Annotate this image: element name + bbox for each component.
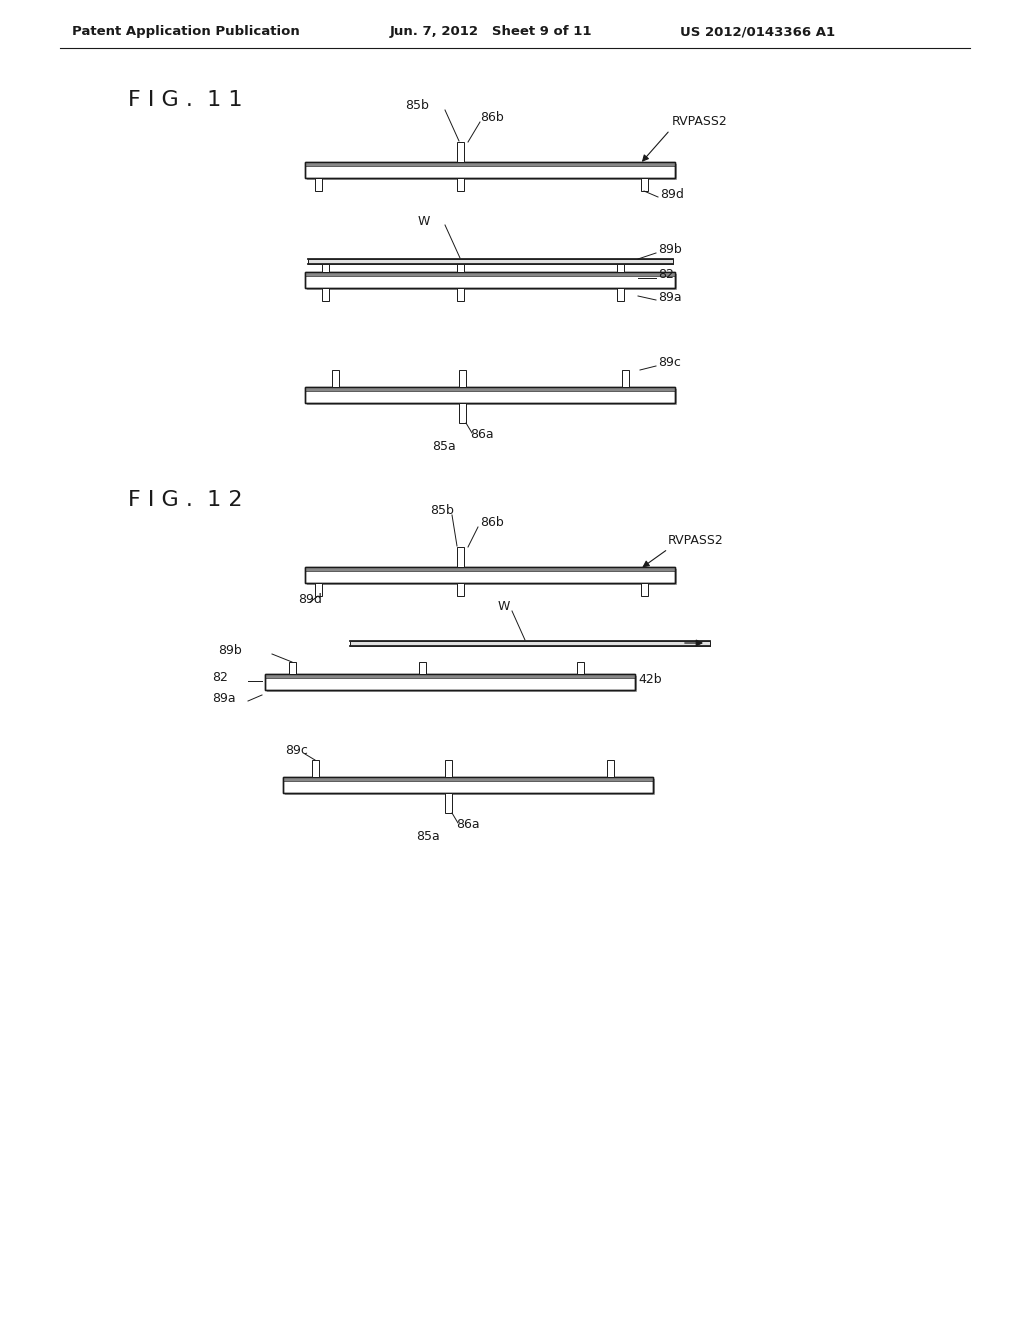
- Bar: [305, 568, 675, 583]
- Bar: [640, 583, 647, 597]
- Bar: [640, 178, 647, 191]
- Bar: [332, 370, 339, 387]
- Bar: [606, 760, 613, 777]
- Bar: [307, 569, 677, 585]
- Bar: [622, 370, 629, 387]
- Bar: [459, 370, 466, 387]
- Bar: [265, 675, 635, 690]
- Bar: [305, 568, 675, 572]
- Text: F I G .  1 1: F I G . 1 1: [128, 90, 243, 110]
- Text: 89b: 89b: [658, 243, 682, 256]
- Bar: [457, 143, 464, 162]
- Text: 82: 82: [658, 268, 674, 281]
- Bar: [305, 162, 675, 178]
- Bar: [322, 288, 329, 301]
- Bar: [307, 164, 677, 180]
- Text: 89b: 89b: [218, 644, 242, 657]
- Bar: [322, 264, 329, 272]
- Text: 82: 82: [212, 671, 228, 684]
- Text: US 2012/0143366 A1: US 2012/0143366 A1: [680, 25, 836, 38]
- Text: 86b: 86b: [480, 516, 504, 529]
- Text: W: W: [418, 215, 430, 228]
- Text: 86b: 86b: [480, 111, 504, 124]
- Text: 89d: 89d: [298, 593, 322, 606]
- Text: 89a: 89a: [658, 290, 682, 304]
- Bar: [444, 793, 452, 813]
- Bar: [419, 663, 426, 675]
- Bar: [305, 387, 675, 391]
- Bar: [305, 568, 675, 583]
- Bar: [314, 178, 322, 191]
- Text: 85a: 85a: [432, 440, 456, 453]
- Bar: [457, 546, 464, 568]
- Text: 86a: 86a: [456, 818, 479, 832]
- Text: 85b: 85b: [430, 504, 454, 517]
- Text: Jun. 7, 2012   Sheet 9 of 11: Jun. 7, 2012 Sheet 9 of 11: [390, 25, 593, 38]
- Text: 42b: 42b: [638, 673, 662, 686]
- Bar: [314, 583, 322, 597]
- Bar: [577, 663, 584, 675]
- Bar: [283, 777, 653, 793]
- Bar: [305, 387, 675, 403]
- Bar: [305, 387, 675, 403]
- Bar: [616, 264, 624, 272]
- Bar: [459, 403, 466, 422]
- Bar: [457, 583, 464, 597]
- Bar: [307, 259, 673, 264]
- Text: 86a: 86a: [470, 428, 494, 441]
- Bar: [307, 389, 677, 405]
- Text: W: W: [498, 601, 510, 612]
- Bar: [457, 288, 464, 301]
- Text: 89a: 89a: [212, 692, 236, 705]
- Text: RVPASS2: RVPASS2: [672, 115, 728, 128]
- Bar: [265, 675, 635, 690]
- Text: F I G .  1 2: F I G . 1 2: [128, 490, 243, 510]
- Bar: [457, 178, 464, 191]
- Text: 89c: 89c: [285, 744, 308, 756]
- Bar: [267, 676, 637, 692]
- Bar: [457, 264, 464, 272]
- Bar: [444, 760, 452, 777]
- Text: Patent Application Publication: Patent Application Publication: [72, 25, 300, 38]
- Bar: [305, 162, 675, 178]
- Bar: [305, 272, 675, 276]
- Text: 89c: 89c: [658, 356, 681, 370]
- Bar: [289, 663, 296, 675]
- Text: RVPASS2: RVPASS2: [668, 535, 724, 546]
- Bar: [283, 777, 653, 781]
- Bar: [305, 162, 675, 166]
- Bar: [311, 760, 318, 777]
- Bar: [265, 675, 635, 678]
- Text: 85a: 85a: [416, 830, 439, 843]
- Bar: [307, 275, 677, 290]
- Bar: [283, 777, 653, 793]
- Bar: [285, 779, 655, 795]
- Text: 85b: 85b: [406, 99, 429, 112]
- Bar: [616, 288, 624, 301]
- Bar: [305, 272, 675, 288]
- Text: 89d: 89d: [660, 187, 684, 201]
- Bar: [305, 272, 675, 288]
- Bar: [350, 640, 710, 645]
